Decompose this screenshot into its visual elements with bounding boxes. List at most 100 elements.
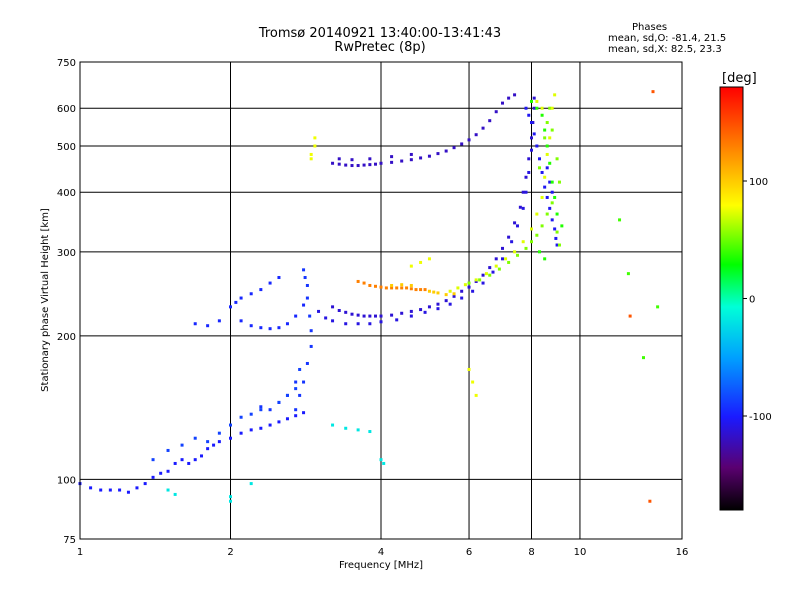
data-point bbox=[419, 156, 423, 160]
data-point bbox=[543, 185, 547, 189]
data-point bbox=[527, 170, 531, 174]
data-point bbox=[350, 312, 354, 316]
data-point bbox=[259, 326, 263, 330]
data-point bbox=[395, 286, 399, 290]
data-point bbox=[217, 440, 221, 444]
data-point bbox=[285, 393, 289, 397]
data-point bbox=[419, 260, 423, 264]
data-point bbox=[494, 257, 498, 261]
data-point bbox=[504, 257, 508, 261]
data-point bbox=[234, 300, 238, 304]
data-point bbox=[409, 283, 413, 287]
data-point bbox=[268, 423, 272, 427]
data-point bbox=[550, 218, 554, 222]
x-tick-label: 16 bbox=[676, 547, 689, 558]
data-point bbox=[277, 420, 281, 424]
data-point bbox=[545, 212, 549, 216]
data-point bbox=[474, 393, 478, 397]
data-point bbox=[444, 149, 448, 153]
data-point bbox=[362, 163, 366, 167]
data-point bbox=[545, 144, 549, 148]
data-point bbox=[239, 319, 243, 323]
data-point bbox=[414, 288, 418, 292]
colorbar bbox=[719, 86, 744, 511]
data-point bbox=[543, 175, 547, 179]
data-point bbox=[460, 289, 464, 293]
data-point bbox=[337, 157, 341, 161]
data-point bbox=[540, 195, 544, 199]
data-point bbox=[540, 224, 544, 228]
data-point bbox=[317, 309, 321, 313]
data-point bbox=[436, 152, 440, 156]
data-point bbox=[374, 314, 378, 318]
data-point bbox=[390, 313, 394, 317]
data-point bbox=[419, 308, 423, 312]
data-point bbox=[409, 287, 413, 291]
data-point bbox=[537, 250, 541, 254]
data-point bbox=[368, 283, 372, 287]
data-point bbox=[309, 344, 313, 348]
data-point bbox=[379, 458, 383, 462]
data-point bbox=[200, 454, 204, 458]
data-point bbox=[356, 428, 360, 432]
data-point bbox=[524, 175, 528, 179]
axis-ticks: 1 2 4 6 8 10 16 75 100 200 300 400 500 600 750 bbox=[57, 58, 688, 558]
data-point bbox=[501, 101, 505, 105]
data-point bbox=[521, 240, 525, 244]
data-point bbox=[548, 180, 552, 184]
data-point bbox=[488, 266, 492, 270]
data-point bbox=[510, 240, 514, 244]
data-point bbox=[530, 240, 533, 244]
data-point bbox=[540, 170, 544, 174]
data-point bbox=[521, 206, 525, 210]
data-point bbox=[543, 136, 547, 140]
data-point bbox=[400, 283, 404, 287]
data-point bbox=[344, 322, 348, 326]
data-point bbox=[268, 327, 272, 331]
data-point bbox=[239, 431, 243, 435]
data-point bbox=[135, 486, 139, 490]
data-point bbox=[344, 426, 348, 430]
data-point bbox=[532, 132, 536, 136]
data-point bbox=[427, 257, 431, 261]
data-point bbox=[309, 152, 313, 156]
data-point bbox=[395, 318, 399, 322]
data-point bbox=[467, 281, 471, 285]
data-point bbox=[379, 314, 383, 318]
data-point bbox=[379, 161, 383, 165]
data-point bbox=[356, 313, 360, 317]
data-point bbox=[277, 276, 281, 280]
data-point bbox=[452, 146, 456, 150]
data-point bbox=[99, 488, 103, 492]
data-point bbox=[305, 296, 309, 300]
data-point bbox=[151, 458, 155, 462]
data-point bbox=[108, 488, 112, 492]
data-point bbox=[239, 415, 243, 419]
y-tick-label: 750 bbox=[57, 58, 76, 69]
phase-stats-title: Phases bbox=[632, 22, 668, 33]
data-point bbox=[368, 430, 372, 434]
data-point bbox=[277, 326, 281, 330]
data-point bbox=[648, 499, 652, 503]
data-point bbox=[535, 233, 539, 237]
x-axis-label: Frequency [MHz] bbox=[339, 560, 423, 571]
data-point bbox=[151, 475, 155, 479]
data-point bbox=[313, 136, 317, 140]
colorbar-ticks: -100 0 100 bbox=[743, 177, 772, 423]
data-point bbox=[89, 486, 93, 490]
data-point bbox=[400, 311, 404, 315]
data-point bbox=[294, 414, 298, 418]
data-point bbox=[298, 367, 302, 371]
data-point bbox=[618, 218, 622, 222]
data-point bbox=[294, 380, 298, 384]
data-point bbox=[553, 93, 557, 97]
data-point bbox=[656, 305, 660, 309]
data-point bbox=[350, 158, 354, 162]
data-point bbox=[501, 246, 505, 250]
data-point bbox=[537, 166, 541, 170]
data-point bbox=[193, 322, 197, 326]
data-point bbox=[409, 158, 413, 162]
data-point bbox=[324, 316, 328, 320]
data-point bbox=[548, 106, 552, 110]
